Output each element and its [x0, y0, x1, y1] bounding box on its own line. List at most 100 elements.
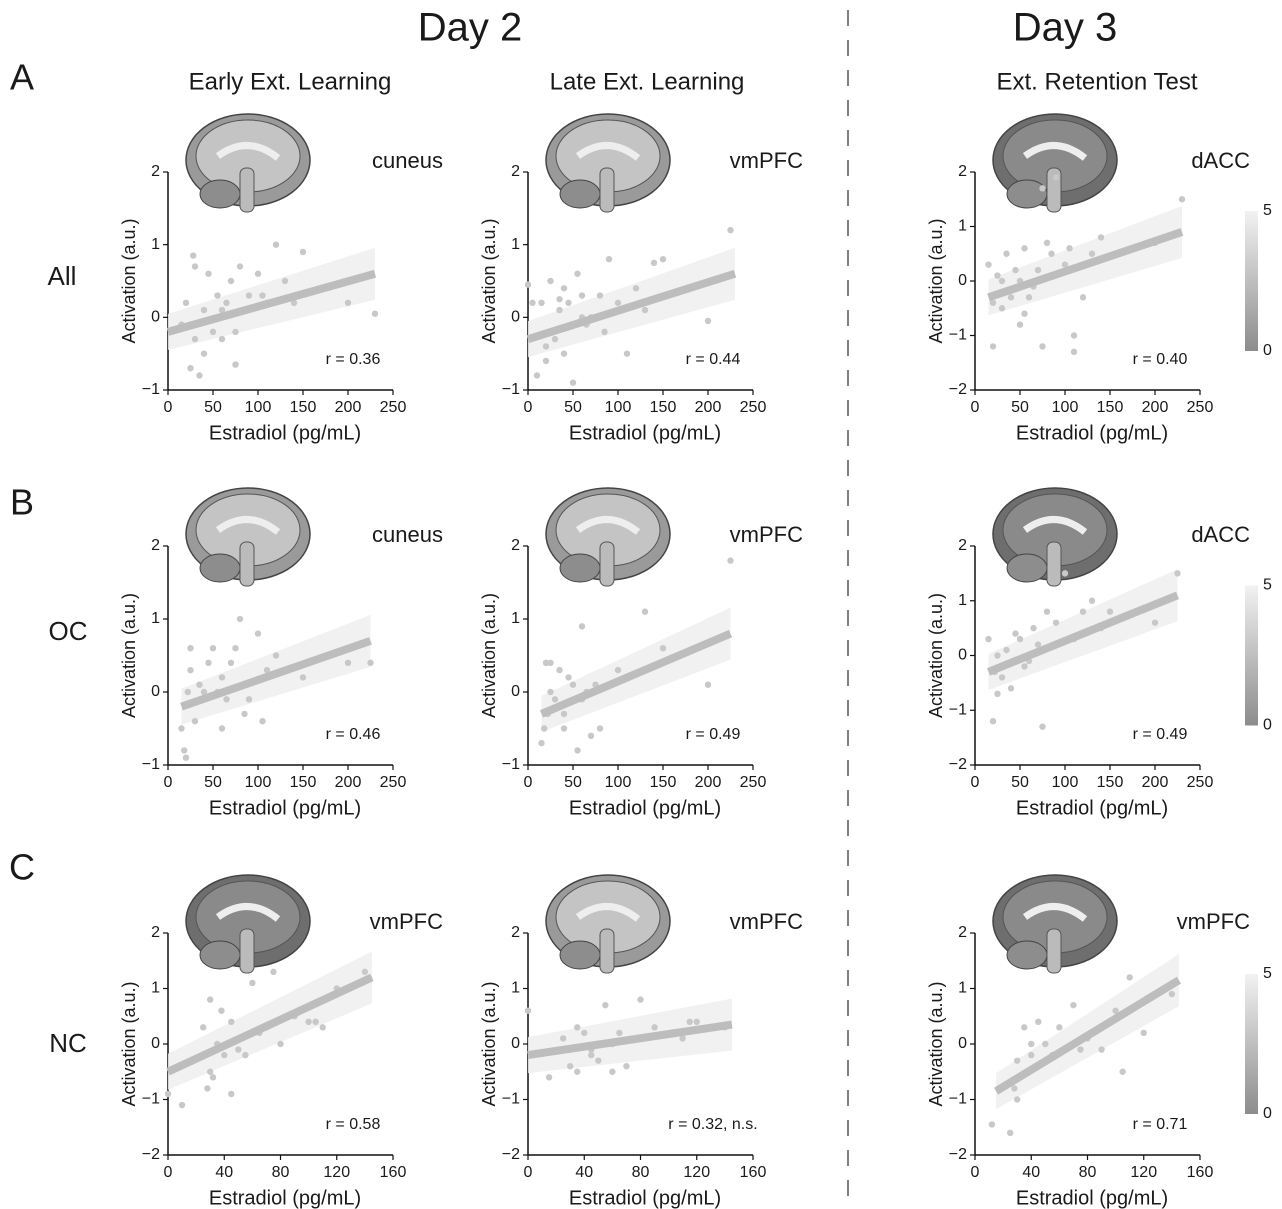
data-point: [1017, 321, 1023, 327]
data-point: [187, 365, 193, 371]
y-tick-label: 0: [151, 309, 160, 326]
data-point: [1169, 991, 1175, 997]
data-point: [1062, 570, 1068, 576]
column-title: Ext. Retention Test: [997, 68, 1198, 95]
y-axis-label: Activation (a.u.): [926, 593, 946, 718]
y-axis-label: Activation (a.u.): [479, 981, 499, 1106]
data-point: [552, 696, 558, 702]
data-point: [185, 689, 191, 695]
data-point: [579, 292, 585, 298]
data-point: [207, 1069, 213, 1075]
colorbar-tick-label: 5: [1263, 577, 1272, 594]
brain-image: [993, 488, 1117, 586]
brain-image: [546, 114, 670, 212]
x-tick-label: 250: [740, 399, 767, 416]
x-tick-label: 40: [215, 1164, 233, 1181]
x-axis-label: Estradiol (pg/mL): [569, 797, 721, 819]
data-point: [221, 1052, 227, 1058]
data-point: [556, 307, 562, 313]
region-label: cuneus: [372, 522, 443, 547]
data-point: [201, 307, 207, 313]
data-point: [687, 1019, 693, 1025]
data-point: [207, 996, 213, 1002]
correlation-annotation: r = 0.49: [686, 726, 741, 743]
data-point: [210, 329, 216, 335]
colorbar-tick-label: 5: [1263, 202, 1272, 219]
region-label: vmPFC: [730, 148, 803, 173]
brainstem: [1047, 542, 1061, 586]
correlation-annotation: r = 0.44: [686, 351, 741, 368]
x-tick-label: 120: [683, 1164, 710, 1181]
y-axis-label: Activation (a.u.): [479, 218, 499, 343]
data-point: [609, 1069, 615, 1075]
correlation-annotation: r = 0.49: [1133, 726, 1188, 743]
x-tick-label: 80: [632, 1164, 650, 1181]
x-tick-label: 100: [1052, 774, 1079, 791]
x-tick-label: 0: [524, 1164, 533, 1181]
data-point: [196, 682, 202, 688]
x-tick-label: 150: [650, 399, 677, 416]
data-point: [547, 660, 553, 666]
data-point: [994, 272, 1000, 278]
data-point: [1089, 251, 1095, 257]
region-label: vmPFC: [1177, 909, 1250, 934]
x-tick-label: 250: [380, 399, 407, 416]
data-point: [727, 557, 733, 563]
cerebellum: [560, 180, 600, 208]
y-tick-label: 2: [958, 537, 967, 554]
data-point: [538, 740, 544, 746]
brainstem: [600, 542, 614, 586]
brainstem: [1047, 168, 1061, 212]
data-point: [999, 674, 1005, 680]
x-tick-label: 50: [564, 399, 582, 416]
data-point: [574, 1024, 580, 1030]
data-point: [1035, 1019, 1041, 1025]
data-point: [1053, 619, 1059, 625]
cerebellum: [560, 941, 600, 969]
data-point: [210, 645, 216, 651]
data-point: [192, 718, 198, 724]
data-point: [633, 285, 639, 291]
x-tick-label: 50: [1011, 774, 1029, 791]
correlation-annotation: r = 0.36: [326, 351, 381, 368]
data-point: [1077, 1046, 1083, 1052]
data-point: [1174, 570, 1180, 576]
x-tick-label: 0: [971, 774, 980, 791]
y-tick-label: −2: [502, 1146, 520, 1163]
x-tick-label: 100: [1052, 399, 1079, 416]
data-point: [237, 263, 243, 269]
data-point: [282, 278, 288, 284]
data-point: [270, 969, 276, 975]
data-point: [259, 292, 265, 298]
y-tick-label: 2: [511, 163, 520, 180]
data-point: [574, 747, 580, 753]
y-tick-label: −2: [949, 1146, 967, 1163]
day-title: Day 2: [418, 6, 523, 50]
data-point: [705, 318, 711, 324]
data-point: [223, 300, 229, 306]
data-point: [228, 660, 234, 666]
data-point: [565, 674, 571, 680]
data-point: [259, 718, 265, 724]
data-point: [1026, 294, 1032, 300]
x-axis-label: Estradiol (pg/mL): [569, 422, 721, 444]
brainstem: [600, 929, 614, 973]
data-point: [556, 296, 562, 302]
x-tick-label: 40: [575, 1164, 593, 1181]
y-tick-label: 2: [151, 924, 160, 941]
data-point: [183, 300, 189, 306]
y-tick-label: 1: [151, 236, 160, 253]
y-tick-label: −1: [142, 381, 160, 398]
x-tick-label: 200: [695, 399, 722, 416]
group-label: NC: [49, 1028, 87, 1058]
x-tick-label: 0: [524, 774, 533, 791]
data-point: [985, 636, 991, 642]
data-point: [642, 307, 648, 313]
data-point: [249, 980, 255, 986]
data-point: [574, 271, 580, 277]
data-point: [525, 1008, 531, 1014]
correlation-annotation: r = 0.40: [1133, 351, 1188, 368]
x-axis-label: Estradiol (pg/mL): [209, 1187, 361, 1209]
x-tick-label: 0: [971, 399, 980, 416]
x-tick-label: 100: [605, 774, 632, 791]
